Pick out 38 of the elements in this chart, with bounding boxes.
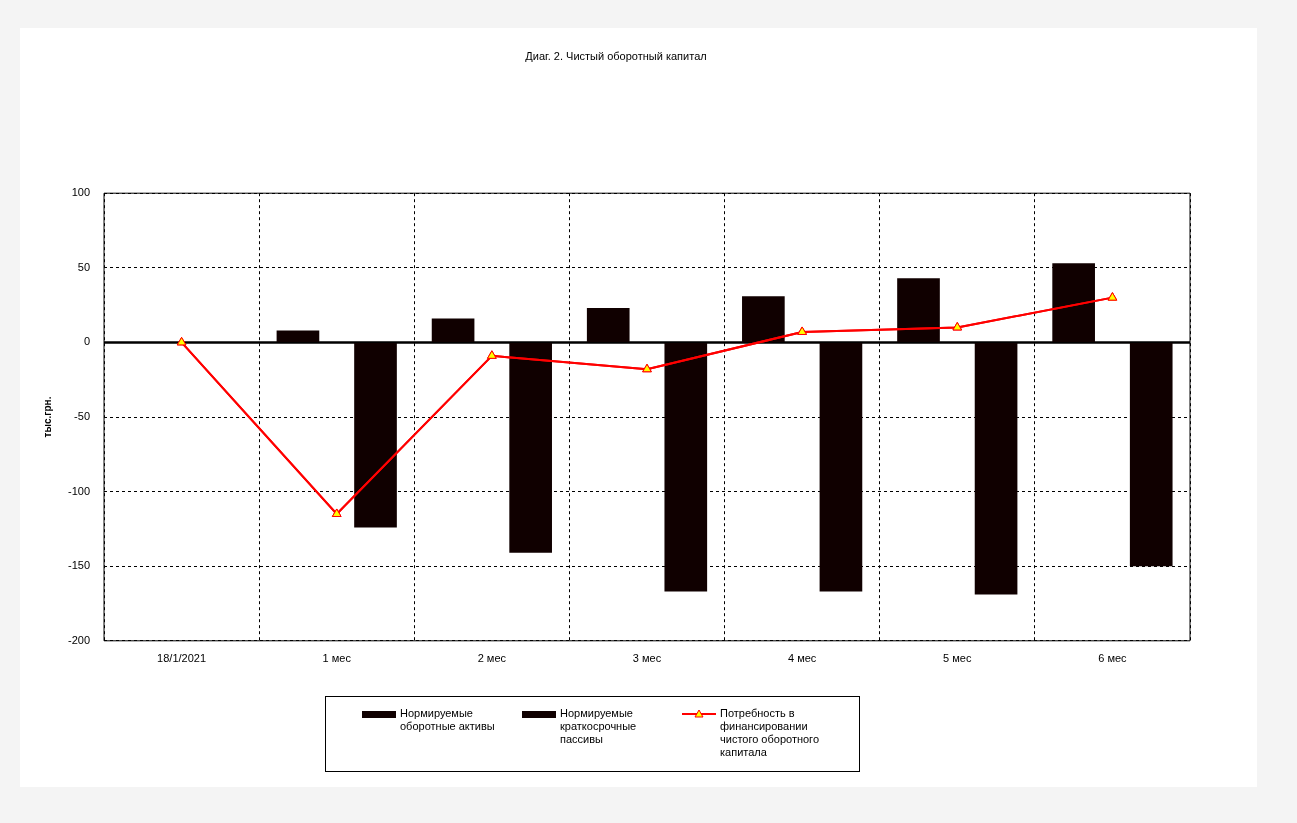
- point: [176, 336, 187, 346]
- y-tick-label: -50: [74, 410, 91, 423]
- bar: [819, 342, 863, 592]
- bar: [586, 308, 630, 342]
- point: [952, 321, 963, 331]
- x-tick-label: 5 мес: [943, 652, 972, 665]
- x-tick-label: 2 мес: [477, 652, 507, 665]
- x-tick-label: 4 мес: [787, 652, 817, 665]
- bar: [664, 342, 708, 592]
- legend-label: Потребность в финансировании чистого оборотного капитала: [720, 707, 820, 759]
- bar: [897, 278, 940, 342]
- bar: [974, 342, 1018, 595]
- y-tick-label: -100: [67, 484, 91, 497]
- bar: [742, 296, 785, 342]
- bar: [354, 342, 397, 528]
- point: [487, 350, 497, 359]
- x-tick-label: 3 мес: [632, 652, 662, 665]
- x-tick-label: 6 мес: [1098, 652, 1128, 665]
- chart-title: Диаг. 2. Чистый оборотный капитал: [525, 49, 707, 62]
- x-tick-label: 1 мес: [322, 652, 352, 665]
- y-tick-label: -150: [67, 559, 91, 572]
- point: [1107, 292, 1118, 301]
- y-tick-label: 50: [77, 260, 91, 273]
- bar: [1129, 342, 1173, 567]
- legend-label: Нормируемые краткосрочные пассивы: [560, 707, 638, 746]
- bar: [509, 342, 552, 553]
- y-tick-label: 0: [83, 335, 91, 348]
- point: [642, 363, 652, 373]
- bar: [1052, 263, 1095, 342]
- bar: [431, 318, 475, 342]
- point: [797, 326, 807, 335]
- legend-label: Нормируемые оборотные активы: [400, 707, 496, 733]
- point: [331, 508, 342, 517]
- x-tick-label: 18/1/2021: [157, 652, 207, 665]
- y-tick-label: -200: [67, 633, 91, 646]
- y-tick-label: 100: [71, 186, 91, 199]
- y-axis-title: тыс.грн.: [41, 396, 53, 438]
- bar: [276, 330, 320, 342]
